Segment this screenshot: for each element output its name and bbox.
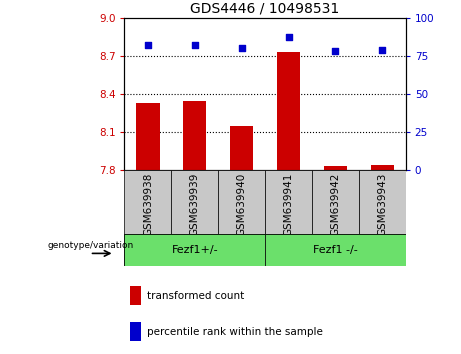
Bar xyxy=(265,234,406,266)
Bar xyxy=(312,170,359,234)
Text: genotype/variation: genotype/variation xyxy=(47,241,134,250)
Bar xyxy=(124,170,171,234)
Bar xyxy=(183,101,207,170)
Bar xyxy=(218,170,265,234)
Text: GSM639939: GSM639939 xyxy=(190,173,200,236)
Point xyxy=(378,47,386,52)
Point xyxy=(144,42,152,48)
Text: GSM639942: GSM639942 xyxy=(331,173,340,236)
Text: GSM639941: GSM639941 xyxy=(284,173,294,236)
Bar xyxy=(277,52,300,170)
Point xyxy=(191,42,198,48)
Bar xyxy=(359,170,406,234)
Bar xyxy=(124,234,265,266)
Title: GDS4446 / 10498531: GDS4446 / 10498531 xyxy=(190,1,340,15)
Point xyxy=(238,45,245,51)
Text: GSM639938: GSM639938 xyxy=(143,173,153,236)
Bar xyxy=(130,286,142,305)
Text: GSM639940: GSM639940 xyxy=(236,173,247,236)
Bar xyxy=(371,165,394,170)
Bar xyxy=(324,166,347,170)
Bar xyxy=(265,170,312,234)
Text: GSM639943: GSM639943 xyxy=(377,173,387,236)
Text: Fezf1 -/-: Fezf1 -/- xyxy=(313,245,358,255)
Bar xyxy=(130,322,142,341)
Bar xyxy=(171,170,218,234)
Text: transformed count: transformed count xyxy=(147,291,244,301)
Text: percentile rank within the sample: percentile rank within the sample xyxy=(147,327,323,337)
Bar xyxy=(230,126,254,170)
Point xyxy=(332,48,339,54)
Point xyxy=(285,35,292,40)
Text: Fezf1+/-: Fezf1+/- xyxy=(171,245,218,255)
Bar xyxy=(136,103,160,170)
